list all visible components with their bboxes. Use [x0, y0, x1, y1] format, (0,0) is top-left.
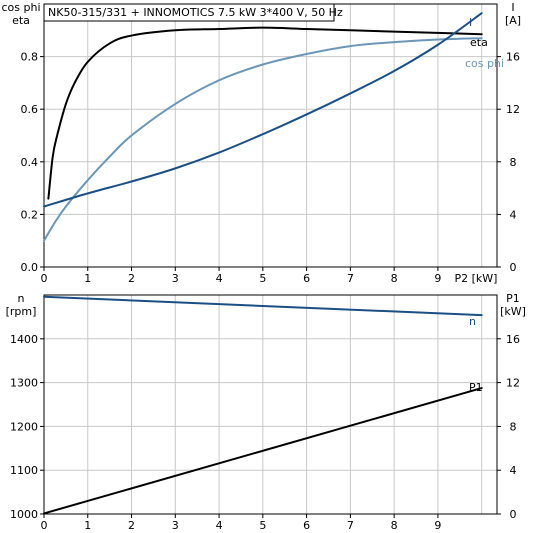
plot-frame [43, 294, 498, 515]
x-tick-label: 1 [84, 272, 91, 285]
x-tick-label: 3 [172, 519, 179, 532]
left-tick-label: 1100 [10, 464, 38, 477]
right-tick-label: 8 [510, 420, 517, 433]
x-tick-label: 6 [303, 519, 310, 532]
x-tick-label: 4 [216, 272, 223, 285]
series-label-n: n [469, 315, 476, 328]
left-tick-label: 0.0 [21, 261, 39, 274]
left-tick-label: 0.8 [21, 51, 39, 64]
x-tick-label: 0 [41, 519, 48, 532]
left-tick-label: 0.4 [21, 156, 39, 169]
right-axis-title: I [511, 1, 514, 14]
right-tick-label: 16 [506, 51, 520, 64]
x-tick-label: 5 [259, 272, 266, 285]
chart-title-box: NK50-315/331 + INNOMOTICS 7.5 kW 3*400 V… [43, 3, 343, 22]
left-axis-unit: [rpm] [6, 305, 37, 318]
series-line-i [43, 12, 483, 208]
x-tick-label: 0 [41, 272, 48, 285]
chart-panel-bottom: 0 1 2 3 4 5 6 7 8 9100011001200130014000481216n[r… [6, 292, 526, 532]
right-tick-label: 16 [506, 333, 520, 346]
x-tick-label: 7 [347, 272, 354, 285]
right-tick-label: 4 [510, 464, 517, 477]
right-tick-label: 0 [510, 508, 517, 521]
right-axis-title: P1 [506, 292, 520, 305]
x-tick-label: 1 [84, 519, 91, 532]
x-tick-label: 2 [128, 519, 135, 532]
x-tick-label: 9 [434, 519, 441, 532]
x-tick-label: 5 [259, 519, 266, 532]
left-tick-label: 1000 [10, 508, 38, 521]
left-axis-title: n [18, 292, 25, 305]
series-line-p1 [43, 387, 483, 515]
right-tick-label: 8 [510, 156, 517, 169]
chart-panel-top: 0 1 2 3 4 5 6 7 8 9 P2 [kW]0.00.20.40.60.80481216c… [1, 1, 521, 285]
series-line-eta [47, 26, 483, 200]
left-tick-label: 1200 [10, 420, 38, 433]
x-tick-label: 8 [391, 519, 398, 532]
x-tick-label: 4 [216, 519, 223, 532]
right-tick-label: 12 [506, 103, 520, 116]
left-axis-title: cos phi [1, 1, 40, 14]
x-tick-label: 3 [172, 272, 179, 285]
chart-title: NK50-315/331 + INNOMOTICS 7.5 kW 3*400 V… [48, 6, 343, 19]
series-label-cos-phi: cos phi [465, 57, 504, 70]
left-tick-label: 0.6 [21, 103, 39, 116]
right-tick-label: 4 [510, 208, 517, 221]
x-tick-label: 7 [347, 519, 354, 532]
x-tick-label: 9 [434, 272, 441, 285]
x-tick-label: 6 [303, 272, 310, 285]
left-tick-label: 1300 [10, 377, 38, 390]
right-axis-unit: [A] [505, 14, 521, 27]
series-line-n [43, 295, 483, 317]
x-tick-label: 2 [128, 272, 135, 285]
right-tick-label: 0 [510, 261, 517, 274]
series-label-p1: P1 [469, 381, 483, 394]
x-tick-label: 8 [391, 272, 398, 285]
series-label-i: I [469, 16, 472, 29]
series-line-cos-phi [43, 37, 483, 242]
left-tick-label: 0.2 [21, 208, 39, 221]
title-frame [43, 3, 335, 22]
right-tick-label: 12 [506, 377, 520, 390]
left-tick-label: 1400 [10, 333, 38, 346]
right-axis-unit: [kW] [500, 305, 526, 318]
left-axis-unit: eta [12, 14, 30, 27]
x-axis-label: P2 [kW] [455, 272, 498, 285]
